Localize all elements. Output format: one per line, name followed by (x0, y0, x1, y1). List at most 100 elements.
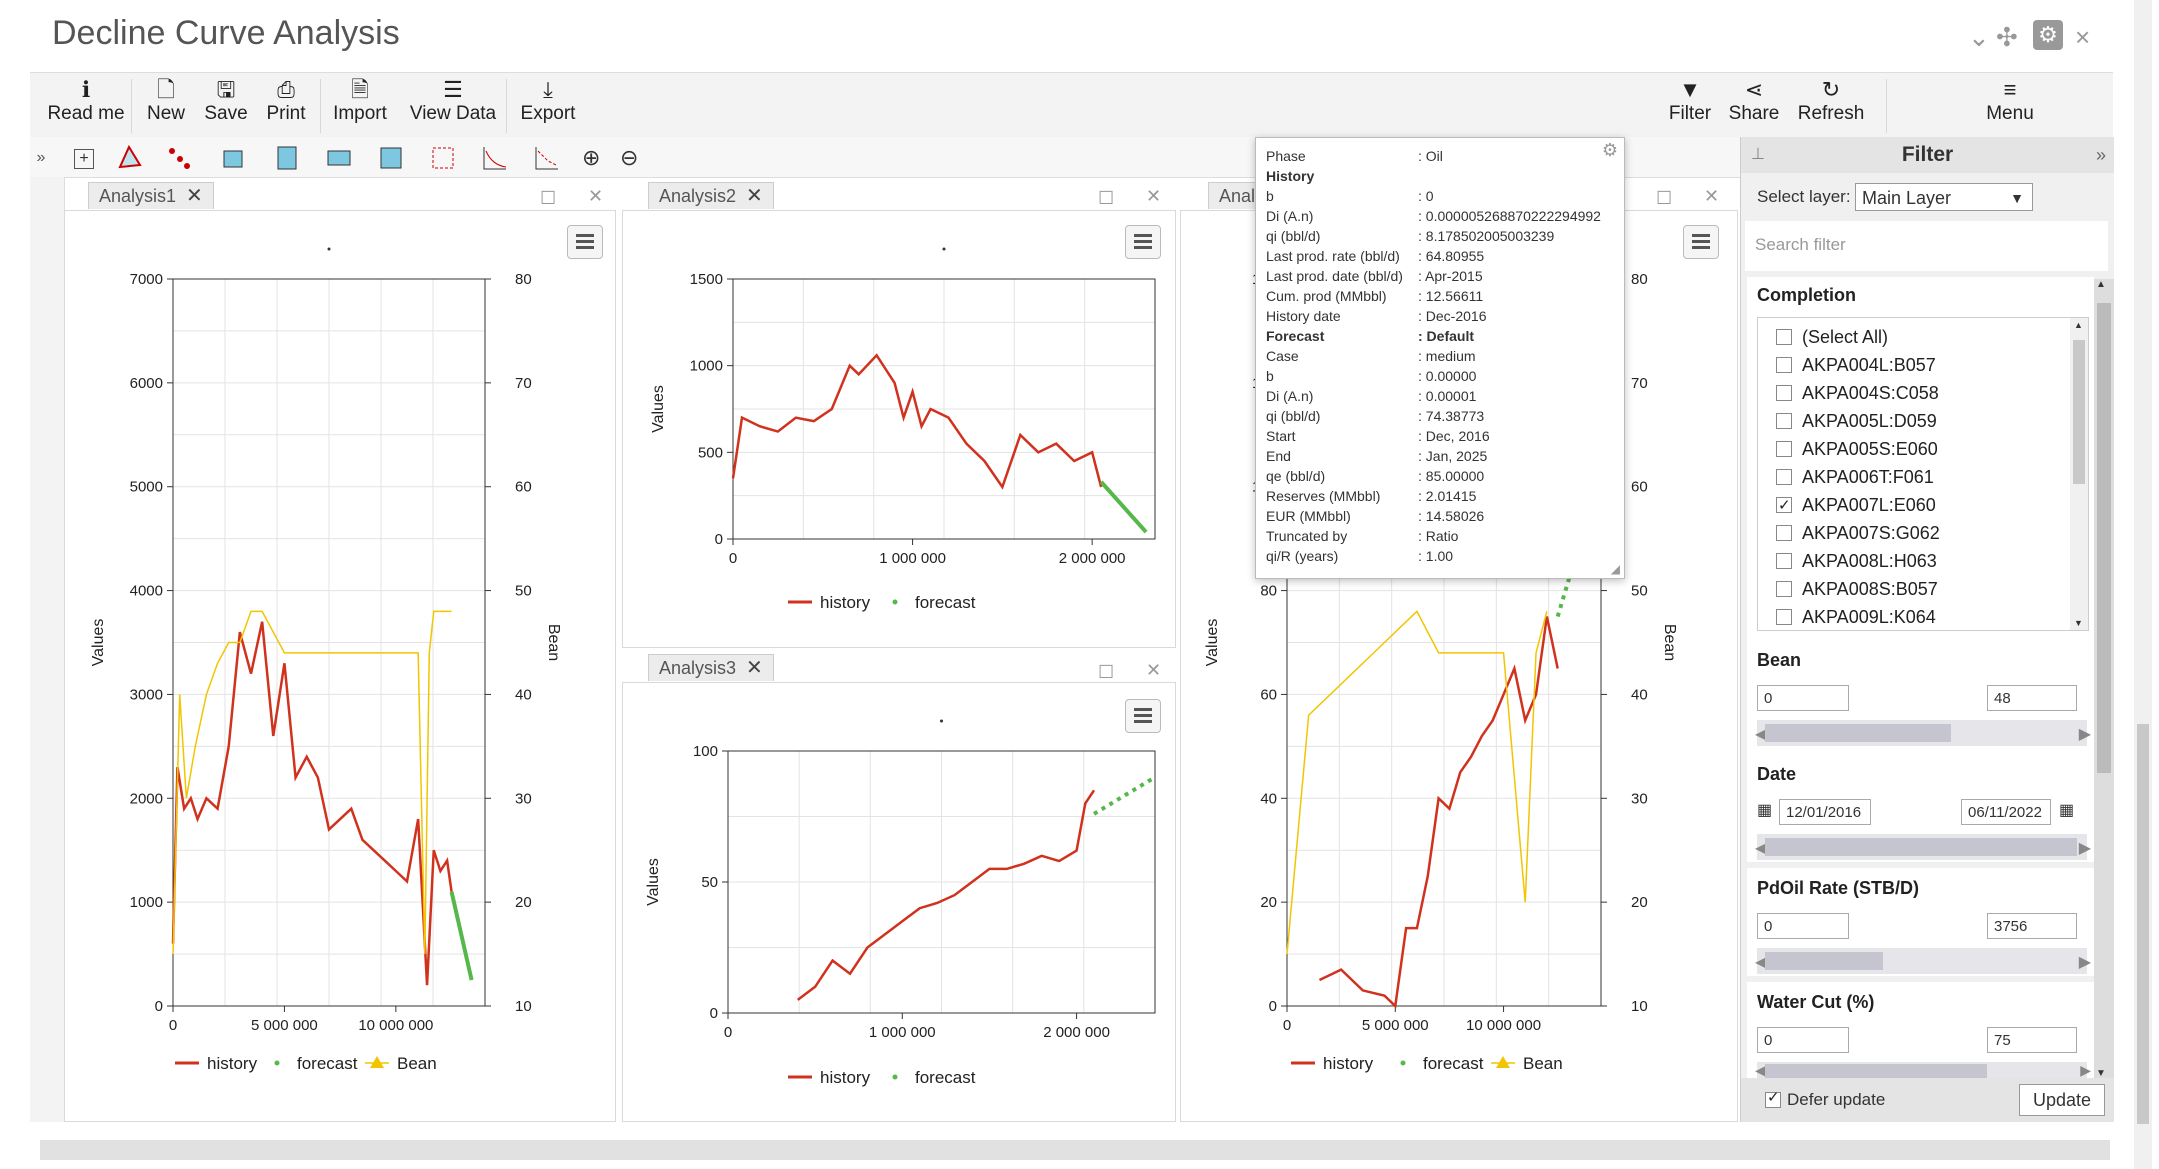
checkbox-icon[interactable] (1776, 329, 1792, 345)
checkbox-icon[interactable] (1776, 413, 1792, 429)
close-icon[interactable]: ✕ (1146, 660, 1162, 680)
slider-right-arrow-icon[interactable]: ▶ (2080, 1062, 2091, 1078)
update-button[interactable]: Update (2019, 1084, 2105, 1116)
scroll-thumb[interactable] (2097, 303, 2111, 773)
pdoil-range-fill[interactable] (1765, 952, 1883, 970)
layer-select[interactable]: Main Layer ▼ (1855, 183, 2033, 211)
zoom-y-icon[interactable] (326, 145, 352, 171)
completion-item[interactable]: AKPA004L:B057 (1776, 352, 1936, 378)
pdoil-range-slider[interactable]: ◀ ▶ (1755, 948, 2091, 974)
close-icon[interactable]: ✕ (1704, 186, 1720, 206)
chart-menu-button[interactable] (1125, 699, 1161, 733)
completion-item[interactable]: (Select All) (1776, 324, 1888, 350)
close-icon[interactable]: ✕ (588, 186, 604, 206)
scroll-up-icon[interactable]: ▲ (2074, 320, 2083, 330)
chevron-down-icon[interactable]: ⌄ (1968, 22, 1990, 52)
completion-item[interactable]: AKPA007L:E060 (1776, 492, 1936, 519)
pdoil-max-input[interactable]: 3756 (1987, 913, 2077, 939)
filter-scrollbar[interactable]: ▲ ▼ (2094, 279, 2114, 1079)
calendar-icon[interactable]: ▦ (1757, 802, 1773, 819)
zoom-x-icon[interactable] (274, 145, 300, 171)
maximize-icon[interactable]: ☐ (1656, 188, 1673, 208)
print-button[interactable]: ⎙ Print (256, 73, 316, 137)
watercut-min-input[interactable]: 0 (1757, 1027, 1849, 1053)
slider-left-arrow-icon[interactable]: ◀ (1755, 1062, 1766, 1078)
import-button[interactable]: 🗎 Import (320, 73, 400, 137)
chart-menu-button[interactable] (1683, 225, 1719, 259)
resize-handle-icon[interactable]: ◢ (1610, 562, 1620, 576)
share-button[interactable]: ⋖ Share (1724, 73, 1784, 137)
completion-item[interactable]: AKPA008L:H063 (1776, 548, 1937, 574)
new-button[interactable]: 🗋 New (136, 73, 196, 137)
decline-fit-icon[interactable] (482, 145, 508, 171)
scroll-thumb[interactable] (2137, 724, 2149, 1124)
pdoil-min-input[interactable]: 0 (1757, 913, 1849, 939)
slider-left-arrow-icon[interactable]: ◀ (1755, 954, 1768, 971)
completion-item[interactable]: AKPA009L:K064 (1776, 604, 1936, 630)
bean-min-input[interactable]: 0 (1757, 685, 1849, 711)
select-dashed-icon[interactable] (430, 145, 456, 171)
completion-item[interactable]: AKPA008S:B057 (1776, 576, 1938, 602)
watercut-range-slider[interactable]: ◀ ▶ (1755, 1062, 2091, 1080)
bean-range-slider[interactable]: ◀ ▶ (1755, 720, 2091, 746)
zoom-rect-icon[interactable] (220, 145, 246, 171)
close-icon[interactable]: ✕ (746, 657, 763, 679)
slider-right-arrow-icon[interactable]: ▶ (2078, 840, 2091, 857)
checkbox-icon[interactable] (1776, 469, 1792, 485)
scroll-thumb[interactable] (2073, 340, 2085, 484)
close-icon[interactable]: ✕ (746, 185, 763, 207)
tab-analysis3[interactable]: Analysis3 ✕ (648, 654, 774, 681)
checkbox-checked-icon[interactable] (1776, 493, 1792, 519)
close-icon[interactable]: ✕ (1146, 186, 1162, 206)
scroll-up-icon[interactable]: ▲ (2096, 279, 2106, 290)
decline-forecast-icon[interactable] (534, 145, 560, 171)
select-points-icon[interactable] (166, 145, 192, 171)
checkbox-icon[interactable] (1776, 525, 1792, 541)
expand-icon[interactable]: ✣ (1996, 22, 2018, 52)
date-range-fill[interactable] (1765, 838, 2077, 856)
checkbox-checked-icon[interactable] (1765, 1088, 1781, 1108)
select-area-icon[interactable] (378, 145, 404, 171)
zoom-out-icon[interactable]: ⊖ (620, 145, 639, 170)
close-icon[interactable]: × (2075, 22, 2091, 52)
defer-update-checkbox[interactable] (1765, 1088, 1791, 1111)
pin-icon[interactable]: ⊥ (1751, 146, 1765, 163)
calendar-icon[interactable]: ▦ (2059, 802, 2075, 819)
slider-right-arrow-icon[interactable]: ▶ (2078, 726, 2091, 743)
completion-scrollbar[interactable]: ▲ ▼ (2070, 318, 2088, 630)
menu-button[interactable]: ≡ Menu (1980, 73, 2040, 137)
maximize-icon[interactable]: ☐ (540, 188, 557, 208)
date-range-slider[interactable]: ◀ ▶ (1755, 834, 2091, 860)
checkbox-icon[interactable] (1776, 441, 1792, 457)
search-filter-input[interactable]: Search filter (1745, 221, 2108, 271)
date-max-input[interactable]: 06/11/2022 (1961, 799, 2051, 825)
export-button[interactable]: ⤓ Export (508, 73, 588, 137)
refresh-button[interactable]: ↻ Refresh (1790, 73, 1872, 137)
completion-item[interactable]: AKPA005S:E060 (1776, 436, 1938, 462)
checkbox-icon[interactable] (1776, 357, 1792, 373)
read-me-button[interactable]: ℹ Read me (44, 73, 128, 137)
scroll-down-icon[interactable]: ▼ (2074, 618, 2083, 628)
gear-icon[interactable]: ⚙ (2033, 20, 2063, 50)
chart-menu-button[interactable] (567, 225, 603, 259)
view-data-button[interactable]: ☰ View Data (402, 73, 504, 137)
gear-icon[interactable]: ⚙ (1601, 140, 1618, 160)
expand-left-icon[interactable]: » (36, 149, 46, 166)
completion-item[interactable]: AKPA007S:G062 (1776, 520, 1940, 546)
close-icon[interactable]: ✕ (186, 185, 203, 207)
horizontal-scrollbar[interactable] (40, 1140, 2110, 1160)
checkbox-icon[interactable] (1776, 385, 1792, 401)
collapse-right-icon[interactable]: » (2095, 145, 2106, 165)
add-chart-icon[interactable]: + (74, 149, 94, 169)
completion-item[interactable]: AKPA006T:F061 (1776, 464, 1934, 490)
save-button[interactable]: 🖫 Save (196, 73, 256, 137)
maximize-icon[interactable]: ☐ (1098, 662, 1115, 682)
watercut-range-fill[interactable] (1765, 1064, 1987, 1078)
slider-right-arrow-icon[interactable]: ▶ (2078, 954, 2091, 971)
filter-button[interactable]: ▼ Filter (1660, 73, 1720, 137)
bean-max-input[interactable]: 48 (1987, 685, 2077, 711)
checkbox-icon[interactable] (1776, 553, 1792, 569)
slider-left-arrow-icon[interactable]: ◀ (1755, 726, 1768, 743)
completion-item[interactable]: AKPA004S:C058 (1776, 380, 1939, 406)
checkbox-icon[interactable] (1776, 581, 1792, 597)
